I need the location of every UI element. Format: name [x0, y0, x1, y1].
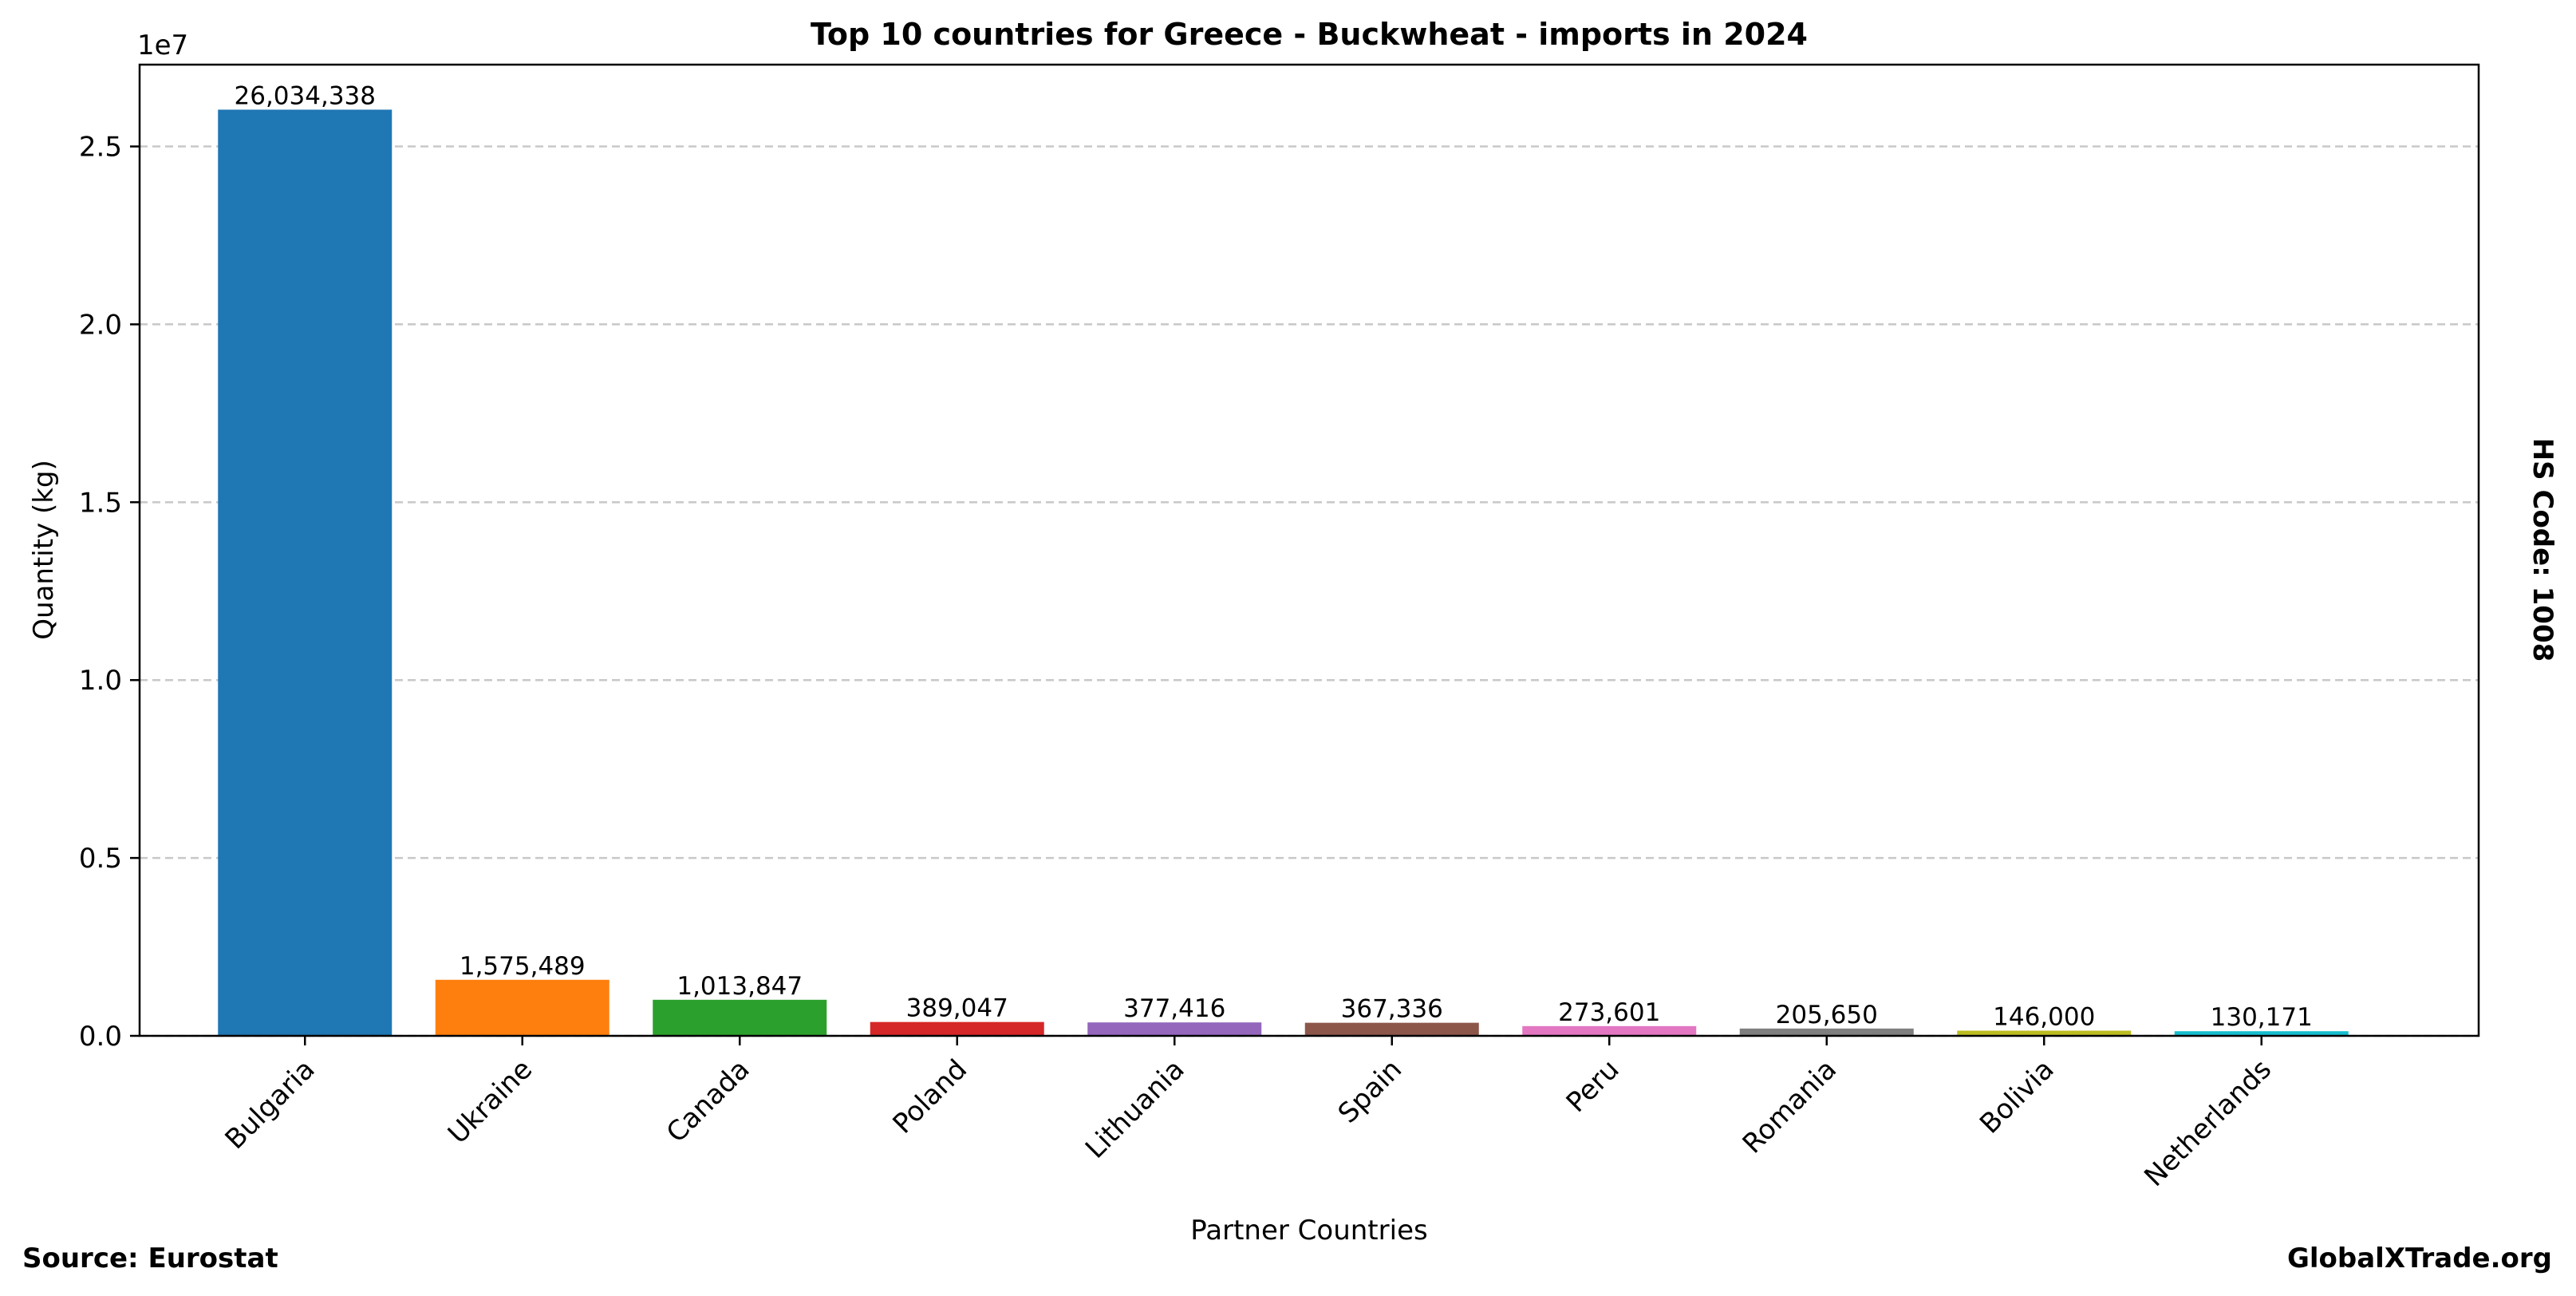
plot-frame — [138, 63, 2480, 1037]
brand-label: GlobalXTrade.org — [2287, 1243, 2552, 1274]
y-tick-label: 2.5 — [79, 132, 122, 164]
bar-ukraine — [435, 979, 609, 1036]
x-tick-label: Poland — [887, 1053, 974, 1140]
x-tick-label: Netherlands — [2138, 1053, 2278, 1193]
y-axis-label: Quantity (kg) — [28, 460, 60, 640]
y-tick-label: 2.0 — [79, 309, 122, 341]
x-tick-label: Spain — [1332, 1053, 1408, 1129]
bar-value-label: 130,171 — [2211, 1003, 2313, 1032]
y-axis-ticks: 0.0 0.5 1.0 1.5 2.0 2.5 — [79, 132, 140, 1053]
x-tick-label: Bolivia — [1974, 1053, 2060, 1140]
bar-value-label: 273,601 — [1558, 998, 1660, 1027]
bar-bulgaria — [218, 109, 393, 1036]
bar-value-label: 377,416 — [1123, 994, 1225, 1023]
chart-title: Top 10 countries for Greece - Buckwheat … — [811, 17, 1808, 52]
x-axis-ticks: Bulgaria Ukraine Canada Poland Lithuania Spai… — [219, 1036, 2278, 1193]
x-tick-label: Romania — [1737, 1053, 1843, 1160]
bar-value-label: 1,013,847 — [677, 972, 803, 1001]
bar-value-label: 205,650 — [1776, 1001, 1878, 1029]
bar-value-label: 1,575,489 — [460, 952, 586, 981]
bar-poland — [870, 1021, 1044, 1036]
x-tick-label: Ukraine — [442, 1053, 538, 1150]
x-tick-label: Canada — [661, 1053, 756, 1149]
bar-value-label: 146,000 — [1993, 1002, 2095, 1031]
x-tick-label: Peru — [1560, 1053, 1626, 1119]
x-tick-label: Bulgaria — [219, 1053, 322, 1156]
bar-value-label: 367,336 — [1341, 995, 1443, 1024]
y-tick-label: 1.0 — [79, 665, 122, 697]
bar-value-label: 26,034,338 — [235, 81, 377, 110]
value-labels: 26,034,338 1,575,489 1,013,847 389,047 377,4… — [235, 81, 2313, 1032]
y-tick-label: 0.0 — [79, 1021, 122, 1053]
y-axis-multiplier: 1e7 — [137, 30, 188, 61]
bar-value-label: 389,047 — [906, 994, 1008, 1023]
bar-canada — [653, 999, 827, 1036]
bar-peru — [1522, 1025, 1697, 1036]
y-tick-label: 0.5 — [79, 843, 122, 875]
x-tick-label: Lithuania — [1079, 1053, 1191, 1165]
bar-spain — [1304, 1022, 1479, 1036]
bar-netherlands — [2174, 1031, 2349, 1036]
y-tick-label: 1.5 — [79, 487, 122, 519]
gridlines — [140, 145, 2479, 1037]
x-axis-label: Partner Countries — [1190, 1215, 1427, 1247]
bar-bolivia — [1957, 1030, 2132, 1036]
hs-code-label: HS Code: 1008 — [2527, 438, 2558, 662]
bar-romania — [1739, 1028, 1914, 1036]
bar-lithuania — [1087, 1022, 1262, 1036]
source-label: Source: Eurostat — [22, 1243, 278, 1274]
bars — [218, 109, 2349, 1036]
